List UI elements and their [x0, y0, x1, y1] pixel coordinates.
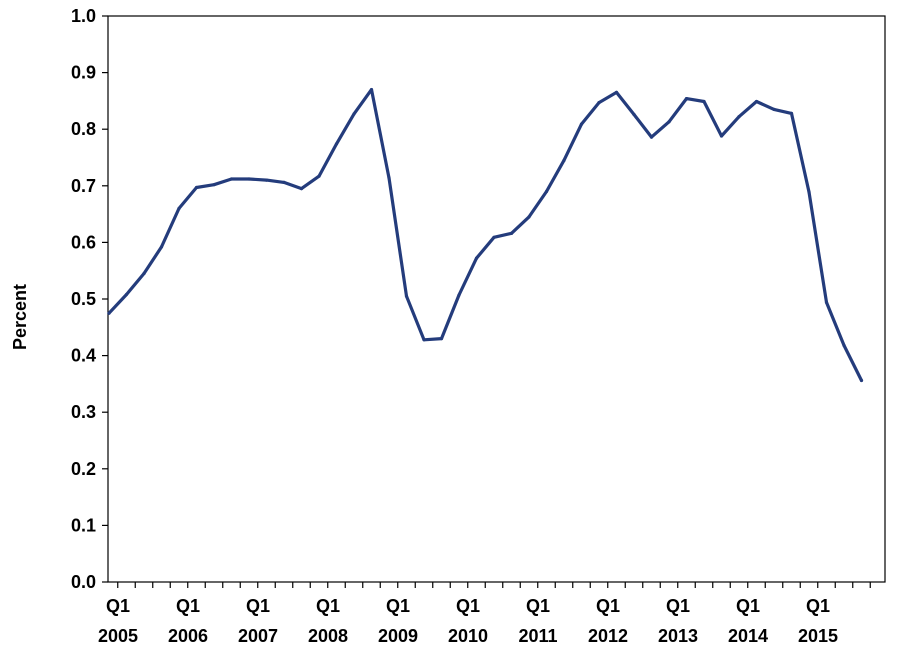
x-tick-label-year: 2009 — [378, 626, 418, 646]
data-point — [859, 378, 864, 383]
x-tick-label-quarter: Q1 — [666, 596, 690, 616]
data-point — [457, 293, 461, 297]
x-tick-label-year: 2011 — [518, 626, 557, 646]
y-axis: 0.0 0.1 0.2 0.3 0.4 0.5 0.6 0.7 0.8 0.9 1.0 — [71, 6, 108, 592]
y-tick-label: 0.0 — [71, 572, 96, 592]
data-point — [387, 176, 391, 180]
data-point — [492, 235, 496, 239]
data-point — [282, 180, 286, 185]
data-point — [649, 135, 654, 139]
data-point — [247, 177, 251, 181]
y-tick-label: 0.4 — [71, 346, 96, 366]
data-point — [439, 337, 444, 341]
x-tick-label-year: 2007 — [238, 626, 278, 646]
plot-frame — [107, 15, 886, 583]
x-tick-label-quarter: Q1 — [106, 596, 130, 616]
x-tick-label-quarter: Q1 — [596, 596, 620, 616]
x-tick-label-year: 2010 — [448, 626, 488, 646]
x-tick-label-quarter: Q1 — [526, 596, 550, 616]
data-point — [842, 343, 846, 348]
series-line — [107, 87, 864, 383]
y-tick-label: 0.8 — [71, 119, 96, 139]
x-tick-label-quarter: Q1 — [806, 596, 830, 616]
y-tick-label: 0.2 — [71, 459, 96, 479]
x-tick-label-year: 2008 — [308, 626, 348, 646]
data-point — [544, 189, 549, 194]
data-point — [562, 158, 566, 162]
data-point — [719, 134, 724, 138]
y-tick-label: 0.9 — [71, 63, 96, 83]
data-point — [194, 185, 199, 190]
data-point — [107, 311, 111, 315]
y-tick-label: 0.1 — [71, 515, 96, 535]
data-point — [317, 174, 321, 178]
data-point — [212, 183, 216, 187]
y-tick-label: 0.3 — [71, 402, 96, 422]
x-tick-label-year: 2012 — [588, 626, 628, 646]
data-point — [579, 122, 584, 126]
x-tick-label-quarter: Q1 — [246, 596, 270, 616]
plot-border — [107, 15, 886, 583]
y-tick-label: 1.0 — [71, 6, 96, 26]
x-tick-label-year: 2005 — [98, 626, 138, 646]
data-point — [264, 178, 269, 182]
data-point — [737, 115, 741, 119]
data-point — [632, 112, 636, 117]
y-axis-title: Percent — [10, 284, 30, 350]
x-tick-label-year: 2014 — [728, 626, 768, 646]
data-point — [807, 190, 811, 194]
data-point — [667, 120, 671, 124]
y-tick-label: 0.7 — [71, 176, 96, 196]
data-point — [614, 90, 619, 95]
data-point — [369, 87, 374, 92]
x-tick-label-quarter: Q1 — [736, 596, 760, 616]
data-point — [754, 99, 759, 104]
data-point — [124, 292, 129, 297]
x-tick-label-quarter: Q1 — [456, 596, 480, 616]
data-point — [597, 100, 601, 105]
x-tick-label-year: 2015 — [798, 626, 838, 646]
x-tick-label-quarter: Q1 — [316, 596, 340, 616]
series-layer — [107, 87, 864, 383]
data-point — [702, 99, 706, 104]
data-point — [404, 294, 409, 298]
data-point — [299, 187, 304, 191]
x-tick-label-year: 2013 — [658, 626, 698, 646]
data-point — [772, 107, 776, 111]
y-tick-label: 0.5 — [71, 289, 96, 309]
data-point — [509, 231, 514, 235]
data-point — [824, 300, 829, 304]
data-point — [159, 245, 164, 249]
x-tick-label-year: 2006 — [168, 626, 208, 646]
data-point — [352, 112, 356, 116]
data-point — [422, 338, 426, 342]
x-tick-label-quarter: Q1 — [176, 596, 200, 616]
data-point — [527, 215, 531, 219]
data-point — [334, 142, 339, 146]
x-tick-label-quarter: Q1 — [386, 596, 410, 616]
data-point — [789, 111, 794, 115]
x-axis: Q1 2005 Q1 2006 Q1 2007 Q1 2008 Q1 2009 Q1 2010 Q1 20… — [98, 582, 871, 646]
data-point — [474, 256, 479, 260]
data-point — [142, 271, 146, 276]
data-point — [684, 97, 689, 101]
data-point — [177, 206, 181, 211]
y-tick-label: 0.6 — [71, 232, 96, 252]
data-point — [229, 177, 234, 181]
